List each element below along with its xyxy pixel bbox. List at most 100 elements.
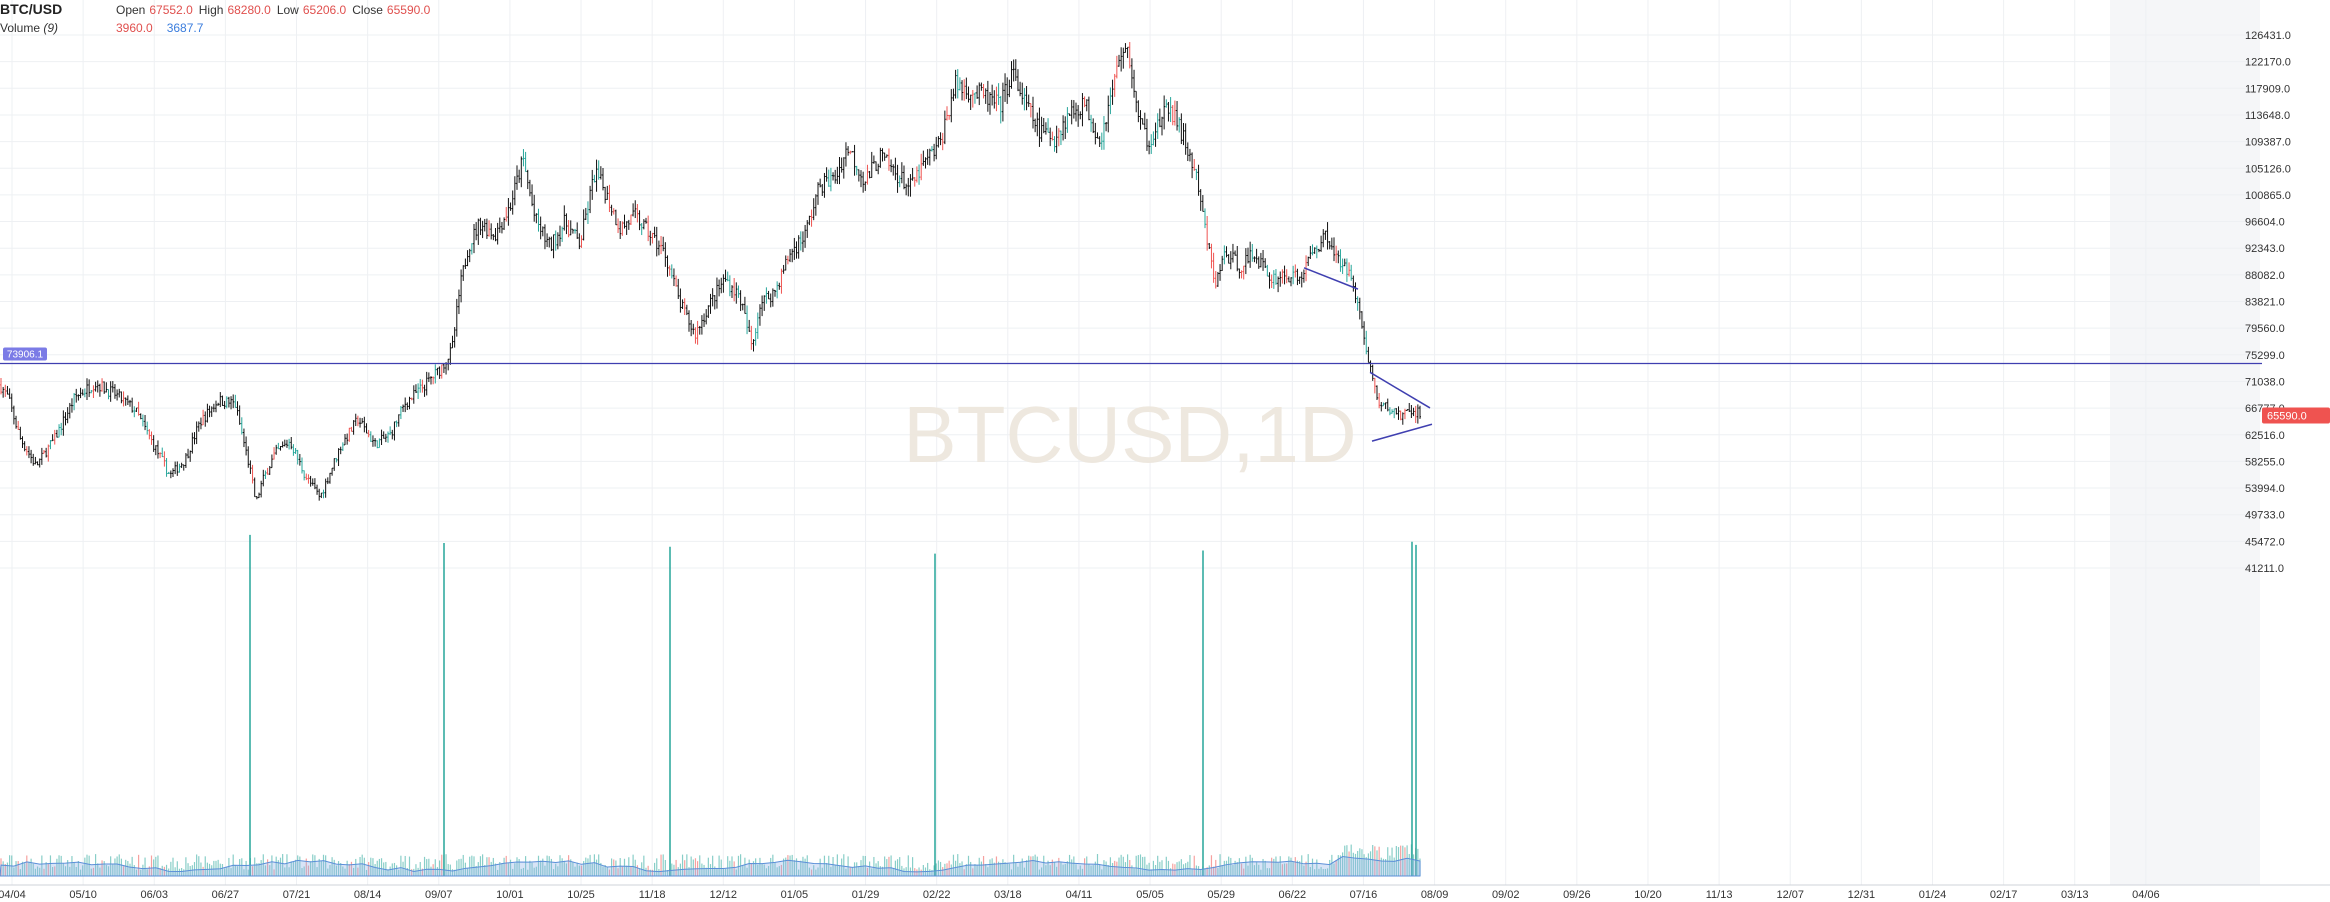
- ohlc-bar: [1227, 254, 1230, 264]
- ohlc-bar: [991, 84, 994, 106]
- ohlc-bar: [144, 414, 147, 431]
- ohlc-bar: [1292, 265, 1295, 285]
- x-tick-label: 02/17: [1990, 889, 2018, 901]
- ohlc-bar: [1262, 249, 1265, 271]
- ohlc-bar: [292, 444, 295, 456]
- ohlc-bar: [1148, 140, 1151, 155]
- ohlc-bar: [971, 89, 974, 108]
- ohlc-bar: [230, 396, 233, 410]
- ohlc-bar: [776, 281, 779, 299]
- y-tick-label: 71038.0: [2245, 376, 2285, 388]
- ohlc-bar: [12, 405, 15, 425]
- ohlc-bar: [470, 243, 473, 255]
- ohlc-bar: [251, 464, 254, 484]
- ohlc-bar: [1107, 95, 1110, 133]
- high-label: High: [198, 3, 224, 17]
- ohlc-bar: [1242, 265, 1245, 280]
- ohlc-bar: [227, 396, 230, 408]
- triangle-upper-line[interactable]: [1369, 371, 1431, 409]
- ohlc-bar: [120, 391, 123, 404]
- ohlc-bar: [1001, 82, 1004, 122]
- y-tick-label: 113648.0: [2245, 110, 2290, 122]
- ohlc-bar: [980, 82, 983, 91]
- ohlc-bar: [535, 213, 538, 224]
- ohlc-bar: [765, 287, 768, 304]
- ohlc-bar: [651, 232, 654, 244]
- ohlc-bar: [1029, 103, 1032, 118]
- close-label: Close: [352, 3, 383, 17]
- open-value: 67552.0: [149, 3, 193, 17]
- ohlc-bar: [1034, 118, 1037, 133]
- y-tick-label: 83821.0: [2245, 297, 2285, 309]
- ohlc-bar: [169, 470, 172, 479]
- ohlc-bar: [208, 405, 211, 418]
- ohlc-bar: [1210, 243, 1213, 269]
- ohlc-bar: [1393, 408, 1396, 419]
- ohlc-bar: [922, 150, 925, 166]
- ohlc-bar: [1025, 86, 1028, 111]
- ohlc-bar: [96, 380, 99, 393]
- ohlc-bar: [305, 473, 308, 481]
- ohlc-bar: [346, 433, 349, 445]
- ohlc-bar: [199, 417, 202, 430]
- ohlc-bar: [623, 214, 626, 229]
- ohlc-bar: [958, 77, 961, 91]
- legend-volume-row: Volume (9) 3960.0 3687.7: [0, 19, 430, 37]
- ohlc-bars[interactable]: [0, 41, 1421, 501]
- ohlc-bar: [1143, 112, 1146, 130]
- ohlc-bar: [90, 389, 93, 394]
- ohlc-bar: [348, 427, 351, 442]
- ohlc-bar: [92, 385, 95, 398]
- volume-label[interactable]: Volume (9): [0, 19, 116, 37]
- volume-param: (9): [43, 21, 59, 35]
- ohlc-bar: [718, 279, 721, 297]
- ohlc-bar: [1300, 271, 1303, 288]
- ohlc-bar: [627, 219, 630, 230]
- ohlc-bar: [1408, 402, 1411, 413]
- y-tick-label: 58255.0: [2245, 456, 2285, 468]
- ohlc-bar: [354, 413, 357, 427]
- ohlc-bar: [741, 303, 744, 311]
- ohlc-bar: [668, 265, 671, 276]
- ohlc-bar: [720, 277, 723, 294]
- ohlc-bar: [410, 397, 413, 401]
- ohlc-bar: [857, 169, 860, 182]
- symbol-name[interactable]: BTC/USD: [0, 1, 63, 17]
- ohlc-bar: [853, 144, 856, 176]
- trend-line[interactable]: [1303, 267, 1359, 290]
- ohlc-bar: [1264, 258, 1267, 268]
- ohlc-bar: [453, 327, 456, 348]
- volume-ma-value: 3687.7: [166, 21, 204, 35]
- ohlc-bar: [118, 388, 121, 398]
- ohlc-bar: [597, 160, 600, 180]
- ohlc-bar: [492, 233, 495, 241]
- x-tick-label: 05/05: [1136, 889, 1164, 901]
- ohlc-bar: [402, 404, 405, 412]
- ohlc-bar: [1197, 164, 1200, 196]
- ohlc-bar: [739, 290, 742, 312]
- ohlc-bar: [182, 464, 185, 471]
- ohlc-bar: [1130, 58, 1133, 89]
- y-axis[interactable]: 126431.0 122170.0 117909.0 113648.0 109387.0…: [2245, 30, 2291, 575]
- low-value: 65206.0: [302, 3, 347, 17]
- ohlc-bar: [466, 250, 469, 267]
- ohlc-bar: [569, 220, 572, 236]
- ohlc-bar: [999, 95, 1002, 124]
- ohlc-bar: [10, 393, 13, 412]
- ohlc-bar: [1141, 118, 1144, 125]
- ohlc-bar: [139, 413, 142, 420]
- drawings[interactable]: [0, 267, 2262, 442]
- ohlc-bar: [88, 379, 91, 398]
- x-tick-label: 09/02: [1492, 889, 1520, 901]
- ohlc-bar: [365, 423, 368, 434]
- ohlc-bar: [122, 391, 125, 407]
- x-tick-label: 12/12: [710, 889, 738, 901]
- ohlc-bar: [969, 94, 972, 111]
- triangle-lower-line[interactable]: [1371, 423, 1433, 442]
- ohlc-bar: [868, 170, 871, 179]
- ohlc-bar: [1382, 402, 1385, 407]
- ohlc-bar: [887, 148, 890, 171]
- ohlc-bar: [610, 204, 613, 216]
- x-axis[interactable]: 04/04 05/10 06/03 06/27 07/21 08/14 09/07 10/01…: [0, 889, 2160, 902]
